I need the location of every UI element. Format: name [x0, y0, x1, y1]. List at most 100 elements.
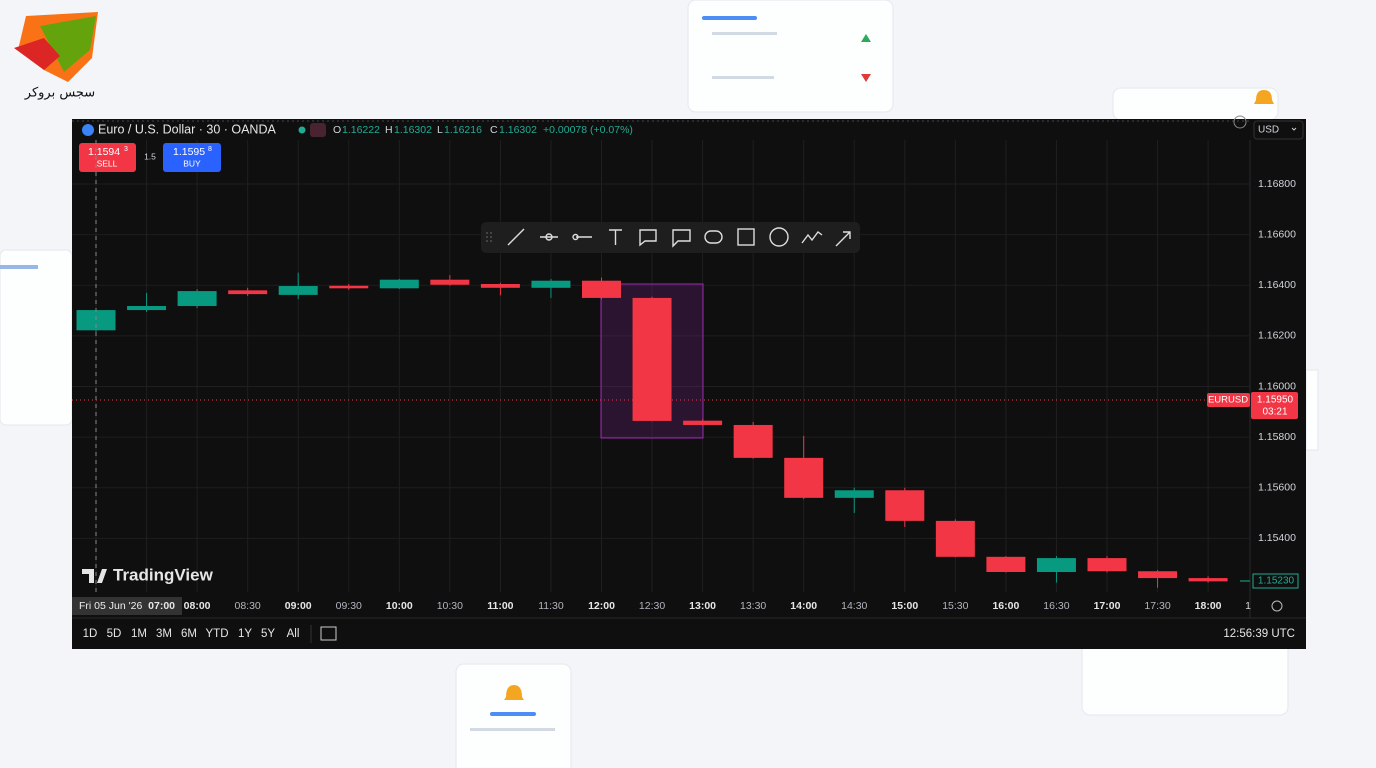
last-price: 1.15230: [1258, 576, 1295, 587]
y-tick-label: 1.15600: [1258, 482, 1296, 494]
bg-icon: [861, 74, 871, 82]
bg-card: [1081, 639, 1289, 716]
x-tick-label: 13:30: [740, 600, 766, 612]
tool-rectangle[interactable]: [737, 228, 755, 246]
bg-bar: [712, 32, 777, 35]
candle-body: [379, 279, 419, 289]
candle-body: [582, 280, 621, 298]
sell-button[interactable]: [79, 143, 136, 172]
candle-body: [683, 420, 723, 425]
candle-body: [480, 284, 520, 288]
watermark-logo: [82, 569, 107, 583]
x-tick-label: 12:00: [588, 600, 615, 612]
range-button[interactable]: 5D: [107, 628, 122, 640]
ohlc-h: 1.16302: [394, 124, 432, 136]
candle-body: [1138, 571, 1178, 579]
x-tick-label: 09:00: [285, 600, 312, 612]
x-tick-label: 09:30: [336, 600, 362, 612]
candle-body: [1087, 558, 1127, 572]
ohlc-o: 1.16222: [342, 124, 380, 136]
buy-price: 1.1595: [173, 146, 205, 158]
tool-path[interactable]: [801, 231, 823, 244]
add-button[interactable]: [1233, 115, 1247, 129]
tool-callout[interactable]: [639, 229, 657, 247]
dropdown-caret: [1291, 127, 1297, 131]
candle-body: [784, 457, 824, 498]
buy-pip: 8: [208, 146, 212, 153]
range-button[interactable]: 1M: [131, 628, 147, 640]
x-tick-label: 17:30: [1144, 600, 1170, 612]
x-tick-label: 12:30: [639, 600, 665, 612]
sell-pip: 3: [124, 146, 128, 153]
currency-select[interactable]: [1253, 120, 1304, 140]
range-button[interactable]: 1D: [83, 628, 98, 640]
x-tick-label: 17:00: [1094, 600, 1121, 612]
ohlc-l: 1.16216: [444, 124, 482, 136]
brand-name: سجس بروکر: [24, 86, 95, 101]
sell-label: SELL: [97, 158, 118, 168]
bg-bar: [470, 728, 555, 731]
tool-hline[interactable]: [572, 233, 592, 241]
range-button[interactable]: 3M: [156, 628, 172, 640]
ohlc-h-label: H: [385, 124, 393, 136]
bg-card: [1305, 369, 1319, 451]
bg-icon: [861, 34, 871, 42]
bg-bar: [0, 265, 38, 269]
candle-body: [228, 290, 268, 295]
toolbar-grip[interactable]: [486, 232, 492, 244]
price-tag: [1251, 392, 1298, 419]
buy-button[interactable]: [163, 143, 221, 172]
range-buttons: 1D 5D 1M 3M 6M YTD 1Y 5Y All: [83, 628, 300, 640]
y-tick-label: 1.16600: [1258, 228, 1296, 240]
x-tick-label: 10:00: [386, 600, 413, 612]
range-button[interactable]: 6M: [181, 628, 197, 640]
x-tick-label: 14:00: [790, 600, 817, 612]
x-tick-label: 11:30: [538, 600, 564, 612]
y-tick-label: 1.16400: [1258, 279, 1296, 291]
bg-bell: [1254, 90, 1274, 104]
tool-circle[interactable]: [769, 227, 789, 247]
status-dot: [298, 126, 306, 134]
candle-body: [329, 285, 369, 289]
range-button[interactable]: All: [287, 628, 300, 640]
symbol-title: Euro / U.S. Dollar · 30 · OANDA: [98, 122, 276, 136]
candle-body: [430, 279, 470, 285]
x-tick-label: 15:30: [942, 600, 968, 612]
watermark: TradingView: [113, 565, 214, 584]
x-tick-label: 11:00: [487, 600, 513, 612]
tool-arrow[interactable]: [835, 231, 851, 247]
candle-body: [76, 310, 116, 331]
candle-body: [177, 291, 217, 307]
tool-note[interactable]: [672, 229, 691, 248]
goto-date-button[interactable]: [320, 626, 337, 641]
range-button[interactable]: 5Y: [261, 628, 275, 640]
x-tick-label: 08:00: [184, 600, 211, 612]
candle-body: [531, 280, 571, 288]
tool-ray[interactable]: [540, 233, 558, 241]
ohlc-l-label: L: [437, 124, 443, 136]
brand-logo: سجس بروکر: [14, 12, 98, 101]
crosshair-time-tag: [72, 597, 182, 615]
tool-balloon[interactable]: [704, 230, 723, 244]
x-tick-label: 10:30: [437, 600, 463, 612]
y-tick-label: 1.16200: [1258, 330, 1296, 342]
crosshair-date: Fri 05 Jun '26: [79, 600, 142, 612]
bg-bell: [504, 685, 524, 700]
settings-button[interactable]: [1271, 600, 1283, 612]
x-tick-label: 07:00: [148, 600, 175, 612]
range-button[interactable]: YTD: [206, 628, 229, 640]
x-tick-label: 14:30: [841, 600, 867, 612]
bg-card: [687, 0, 894, 113]
toolbar-bg: [481, 222, 860, 253]
range-button[interactable]: 1Y: [238, 628, 252, 640]
price-tag-price: 1.15950: [1257, 395, 1294, 406]
candle-body: [1188, 578, 1228, 582]
x-tick-label: 16:00: [992, 600, 1019, 612]
y-tick-label: 1.16800: [1258, 178, 1296, 190]
bg-bar: [490, 712, 536, 716]
logo-shape: [40, 16, 96, 72]
ohlc-c: 1.16302: [499, 124, 537, 136]
tool-trendline[interactable]: [507, 228, 525, 246]
symbol-icon: [82, 124, 94, 136]
tool-text[interactable]: [609, 229, 622, 245]
